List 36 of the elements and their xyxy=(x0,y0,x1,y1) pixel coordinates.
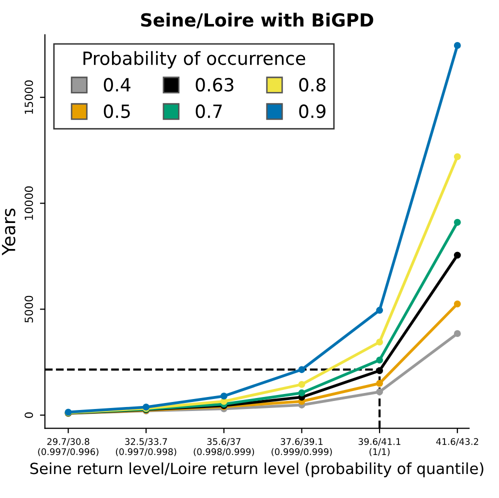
point xyxy=(454,153,461,160)
y-tick-label: 10000 xyxy=(24,186,34,220)
point xyxy=(376,338,384,346)
point xyxy=(376,367,384,374)
x-tick-label: 39.6/41.1 (1/1) xyxy=(358,438,400,456)
chart-title: Seine/Loire with BiGPD xyxy=(141,12,374,28)
point xyxy=(298,389,306,396)
point xyxy=(376,356,384,364)
x-tick-label: 29.7/30.8 (0.997/0.996) xyxy=(38,438,98,456)
point xyxy=(376,388,384,396)
x-tick-label: 35.6/37 (0.998/0.999) xyxy=(194,438,254,456)
legend-title: Probability of occurrence xyxy=(84,51,306,69)
x-tick-label: 41.6/43.2 xyxy=(436,438,478,446)
x-tick-label: 37.6/39.1 (0.999/0.999) xyxy=(272,438,332,456)
point xyxy=(376,380,384,387)
point xyxy=(454,218,461,226)
y-axis-title: Years xyxy=(2,208,16,256)
legend-label: 0.63 xyxy=(196,78,234,92)
legend-label: 0.5 xyxy=(104,104,130,118)
x-tick-label: 32.5/33.7 (0.997/0.998) xyxy=(116,438,176,456)
point xyxy=(220,392,228,400)
x-axis-title: Seine return level/Loire return level (probability of quantile) xyxy=(30,462,484,478)
y-tick-label: 0 xyxy=(24,412,34,418)
y-tick-label: 15000 xyxy=(24,80,34,114)
point xyxy=(454,330,461,338)
legend-label: 0.8 xyxy=(299,78,326,92)
point xyxy=(454,252,461,259)
point xyxy=(298,380,306,388)
y-tick-label: 5000 xyxy=(24,296,34,322)
point xyxy=(298,366,306,374)
point xyxy=(454,300,461,308)
legend-label: 0.7 xyxy=(196,104,222,118)
point xyxy=(454,42,461,49)
legend-label: 0.9 xyxy=(299,104,326,118)
legend-label: 0.4 xyxy=(104,78,130,92)
point xyxy=(376,306,384,314)
